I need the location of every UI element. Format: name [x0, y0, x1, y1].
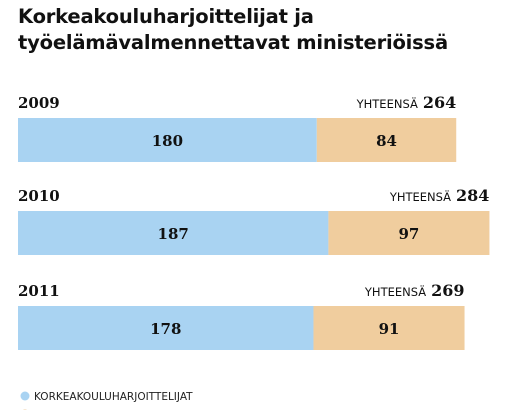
data-label-2010-series-2: 97 [398, 225, 419, 243]
year-label-2010: 2010 [18, 187, 60, 205]
data-label-2010-series-1: 187 [158, 225, 189, 243]
total-value-2011: 269 [431, 281, 464, 300]
data-label-2009-series-1: 180 [152, 132, 183, 150]
bar-segment-2011-series-1 [18, 306, 314, 350]
bar-segment-2009-series-1 [18, 118, 317, 162]
bar-segment-2010-series-1 [18, 211, 329, 255]
data-label-2011-series-1: 178 [150, 320, 181, 338]
data-label-2009-series-2: 84 [376, 132, 397, 150]
chart-title: Korkeakouluharjoittelijat ja työelämäval… [18, 5, 448, 54]
data-label-2011-series-2: 91 [379, 320, 400, 338]
total-label-2011: YHTEENSÄ [364, 284, 426, 299]
bar-segment-2010-series-2 [328, 211, 490, 255]
year-label-2011: 2011 [18, 282, 60, 300]
total-value-2010: 284 [456, 186, 489, 205]
total-label-2010: YHTEENSÄ [389, 189, 451, 204]
bar-segment-2009-series-2 [316, 118, 457, 162]
bar-segment-2011-series-2 [313, 306, 465, 350]
total-label-2009: YHTEENSÄ [356, 96, 418, 111]
year-label-2009: 2009 [18, 94, 60, 112]
total-value-2009: 264 [423, 93, 456, 112]
legend-swatch-series-1 [20, 391, 30, 401]
legend-label-series-1: KORKEAKOULUHARJOITTELIJAT [34, 391, 193, 403]
